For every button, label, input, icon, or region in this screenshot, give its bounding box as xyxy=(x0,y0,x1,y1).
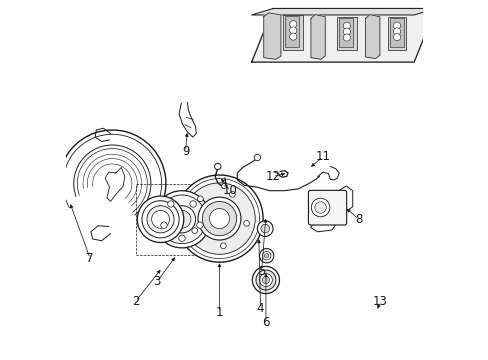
Text: 3: 3 xyxy=(153,275,161,288)
Circle shape xyxy=(220,243,226,249)
Circle shape xyxy=(198,197,241,240)
Bar xyxy=(283,15,303,50)
Circle shape xyxy=(343,34,350,41)
Circle shape xyxy=(393,33,400,41)
Circle shape xyxy=(176,175,263,262)
Circle shape xyxy=(259,249,273,263)
Bar xyxy=(338,18,352,47)
Text: 12: 12 xyxy=(265,170,280,183)
Bar xyxy=(336,17,356,50)
Circle shape xyxy=(183,183,255,254)
Text: 7: 7 xyxy=(86,252,94,265)
Circle shape xyxy=(189,201,196,207)
Circle shape xyxy=(243,220,249,226)
Polygon shape xyxy=(365,15,379,59)
Circle shape xyxy=(259,274,272,287)
Polygon shape xyxy=(263,13,281,59)
Polygon shape xyxy=(310,15,325,59)
Circle shape xyxy=(311,198,329,217)
Polygon shape xyxy=(251,9,435,15)
Circle shape xyxy=(209,208,229,229)
Circle shape xyxy=(343,28,350,35)
Circle shape xyxy=(179,235,185,242)
Circle shape xyxy=(254,154,260,161)
Circle shape xyxy=(179,179,259,258)
Circle shape xyxy=(314,202,325,213)
Circle shape xyxy=(153,191,210,248)
Circle shape xyxy=(196,222,203,228)
Circle shape xyxy=(151,210,169,228)
Circle shape xyxy=(173,210,190,228)
Circle shape xyxy=(142,201,179,238)
Circle shape xyxy=(393,28,400,35)
Circle shape xyxy=(221,184,226,189)
Text: 13: 13 xyxy=(372,295,387,308)
Bar xyxy=(389,18,403,47)
Bar xyxy=(135,184,203,255)
Circle shape xyxy=(197,196,203,202)
Circle shape xyxy=(229,192,235,197)
Circle shape xyxy=(262,251,270,260)
Text: 6: 6 xyxy=(262,316,269,329)
Circle shape xyxy=(343,22,350,29)
Circle shape xyxy=(289,21,296,28)
Text: 1: 1 xyxy=(215,306,223,319)
Polygon shape xyxy=(251,9,435,62)
Circle shape xyxy=(202,202,236,236)
Text: 5: 5 xyxy=(258,265,265,278)
Circle shape xyxy=(214,163,221,170)
Circle shape xyxy=(393,22,400,29)
FancyBboxPatch shape xyxy=(308,190,346,225)
Circle shape xyxy=(157,195,206,244)
Text: 2: 2 xyxy=(132,295,139,308)
Circle shape xyxy=(252,266,279,294)
Circle shape xyxy=(264,253,268,258)
Text: 10: 10 xyxy=(223,184,237,197)
Circle shape xyxy=(289,27,296,34)
Circle shape xyxy=(147,206,174,233)
Circle shape xyxy=(191,228,197,234)
Text: 8: 8 xyxy=(354,213,362,226)
Bar xyxy=(387,17,405,50)
Circle shape xyxy=(262,276,269,284)
Circle shape xyxy=(255,270,275,290)
Circle shape xyxy=(261,224,269,233)
Circle shape xyxy=(289,33,296,40)
Text: 4: 4 xyxy=(256,302,264,315)
Circle shape xyxy=(137,196,183,243)
Text: 11: 11 xyxy=(315,150,330,163)
Circle shape xyxy=(257,221,272,237)
Text: 9: 9 xyxy=(182,145,189,158)
Circle shape xyxy=(167,201,174,207)
Circle shape xyxy=(161,222,167,228)
Bar xyxy=(285,16,299,47)
Circle shape xyxy=(168,206,195,233)
